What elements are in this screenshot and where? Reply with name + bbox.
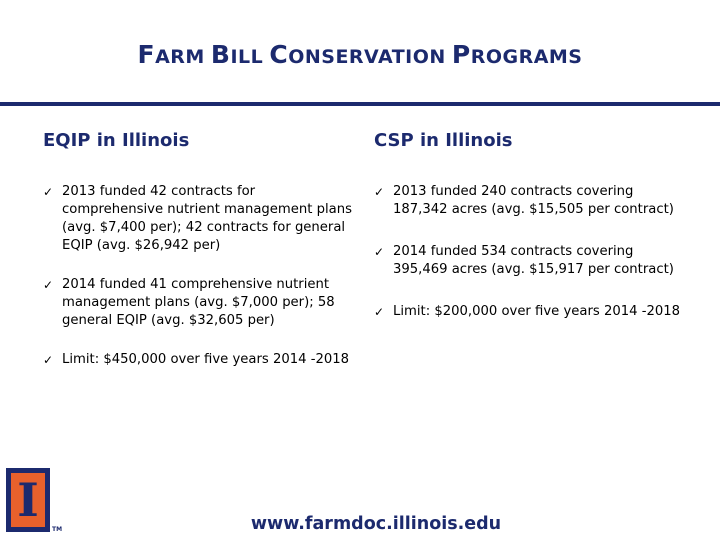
checkmark-icon: ✓ xyxy=(43,185,54,199)
eqip-column: EQIP in Illinois ✓ 2013 funded 42 contra… xyxy=(43,130,353,391)
bullet-text: 2013 funded 240 contracts covering 187,3… xyxy=(393,184,674,217)
csp-column: CSP in Illinois ✓ 2013 funded 240 contra… xyxy=(374,130,684,343)
bullet-text: 2014 funded 534 contracts covering 395,4… xyxy=(393,244,674,277)
bullet-item: ✓ Limit: $450,000 over five years 2014 -… xyxy=(43,351,353,369)
bullet-text: Limit: $200,000 over five years 2014 -20… xyxy=(393,304,681,319)
logo-orange-field: I xyxy=(11,473,45,527)
checkmark-icon: ✓ xyxy=(43,278,54,292)
bullet-item: ✓ Limit: $200,000 over five years 2014 -… xyxy=(374,303,684,321)
bullet-text: 2013 funded 42 contracts for comprehensi… xyxy=(62,184,352,253)
bullet-item: ✓ 2013 funded 42 contracts for comprehen… xyxy=(43,183,353,255)
eqip-bullet-list: ✓ 2013 funded 42 contracts for comprehen… xyxy=(43,183,353,369)
checkmark-icon: ✓ xyxy=(374,305,385,319)
checkmark-icon: ✓ xyxy=(374,245,385,259)
eqip-heading: EQIP in Illinois xyxy=(43,130,190,151)
bullet-item: ✓ 2013 funded 240 contracts covering 187… xyxy=(374,183,684,219)
bullet-item: ✓ 2014 funded 41 comprehensive nutrient … xyxy=(43,276,353,330)
bullet-text: 2014 funded 41 comprehensive nutrient ma… xyxy=(62,277,335,328)
bullet-item: ✓ 2014 funded 534 contracts covering 395… xyxy=(374,243,684,279)
bullet-text: Limit: $450,000 over five years 2014 -20… xyxy=(62,352,350,367)
university-logo: I xyxy=(6,468,50,532)
footer-url: www.farmdoc.illinois.edu xyxy=(250,514,502,534)
logo-letter: I xyxy=(17,473,39,527)
checkmark-icon: ✓ xyxy=(374,185,385,199)
csp-bullet-list: ✓ 2013 funded 240 contracts covering 187… xyxy=(374,183,684,321)
csp-heading: CSP in Illinois xyxy=(374,130,513,151)
slide-title: FARM BILL CONSERVATION PROGRAMS xyxy=(137,40,583,69)
title-divider xyxy=(0,102,720,106)
checkmark-icon: ✓ xyxy=(43,353,54,367)
trademark-mark: TM xyxy=(52,526,63,533)
